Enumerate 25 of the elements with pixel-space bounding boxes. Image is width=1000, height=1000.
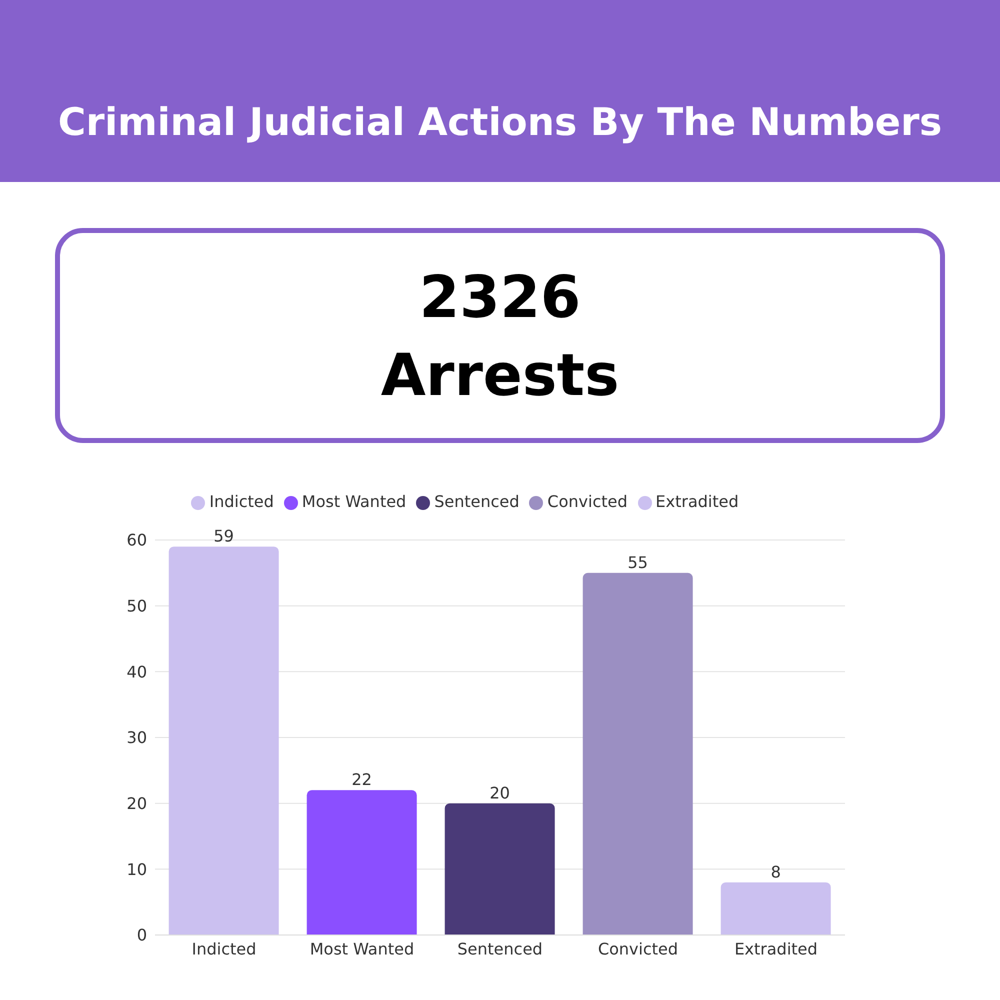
x-tick-label: Indicted xyxy=(192,939,256,958)
data-label: 20 xyxy=(490,783,510,802)
text: 2326 xyxy=(419,262,581,332)
y-tick-label: 20 xyxy=(126,794,147,814)
data-label: 22 xyxy=(352,770,372,790)
text: Criminal Judicial Actions By The Numbers xyxy=(57,100,943,144)
x-tick-label: Extradited xyxy=(734,939,818,958)
legend-label: Extradited xyxy=(656,492,739,511)
x-tick-label: Most Wanted xyxy=(310,939,414,958)
y-tick-label: 40 xyxy=(126,662,147,682)
y-tick-label: 50 xyxy=(126,596,147,616)
y-tick-label: 10 xyxy=(126,860,147,879)
legend-label: Sentenced xyxy=(434,492,520,511)
x-tick-label: Sentenced xyxy=(457,939,543,958)
y-tick-label: 30 xyxy=(126,728,147,748)
legend-label: Most Wanted xyxy=(302,492,406,511)
legend-label: Indicted xyxy=(209,492,274,511)
data-label: 59 xyxy=(214,526,234,546)
y-tick-label: 60 xyxy=(126,530,147,550)
data-label: 8 xyxy=(770,862,781,882)
legend-label: Convicted xyxy=(547,492,628,511)
text: Arrests xyxy=(380,340,620,410)
data-label: 55 xyxy=(628,552,648,572)
x-tick-label: Convicted xyxy=(598,939,678,958)
y-tick-label: 0 xyxy=(136,926,147,945)
